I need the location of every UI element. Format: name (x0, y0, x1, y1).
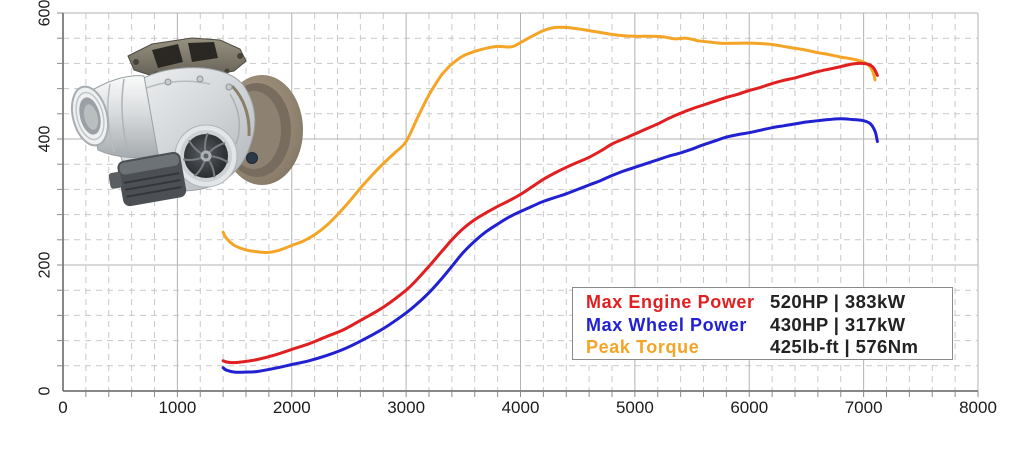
y-tick-label: 400 (37, 126, 54, 153)
axis-labels: 0 1000 2000 3000 4000 5000 6000 7000 8000 0 200 400… (37, 0, 997, 417)
wastegate-actuator (108, 151, 187, 207)
x-tick-label: 3000 (387, 398, 425, 417)
brand-badge (246, 152, 258, 164)
x-tick-label: 4000 (502, 398, 540, 417)
x-tick-label: 0 (58, 398, 67, 417)
curves (221, 25, 879, 374)
x-tick-label: 7000 (845, 398, 883, 417)
legend: Max Engine Power 520HP | 383kW Max Wheel… (572, 287, 953, 360)
legend-row-wheel-power: Max Wheel Power 430HP | 317kW (586, 314, 952, 337)
x-tick-label: 5000 (616, 398, 654, 417)
legend-value-wheel-power: 430HP | 317kW (770, 313, 906, 335)
legend-value-engine-power: 520HP | 383kW (770, 291, 906, 312)
legend-row-peak-torque: Peak Torque 425lb-ft | 576Nm (586, 336, 952, 359)
turbo-product-image (64, 24, 304, 214)
curve-peak-torque (221, 25, 877, 254)
curve-max-wheel-power (221, 117, 879, 374)
curve-max-engine-power (221, 61, 879, 365)
x-tick-label: 6000 (730, 398, 768, 417)
legend-row-engine-power: Max Engine Power 520HP | 383kW (586, 291, 952, 314)
x-tick-label: 2000 (273, 398, 311, 417)
grid-major (63, 12, 979, 391)
y-tick-label: 200 (37, 252, 54, 279)
legend-label-peak-torque: Peak Torque (586, 337, 700, 357)
axis-ticks (57, 12, 979, 397)
legend-label-engine-power: Max Engine Power (586, 292, 755, 312)
x-tick-label: 1000 (158, 398, 196, 417)
compressor-inlet-pipe (70, 75, 159, 158)
compressor-wheel (174, 124, 238, 188)
turbocharger-illustration (70, 37, 303, 207)
legend-value-peak-torque: 425lb-ft | 576Nm (770, 336, 919, 357)
y-tick-label: 0 (37, 386, 54, 395)
y-tick-label: 600 (37, 0, 54, 26)
x-tick-label: 8000 (959, 398, 997, 417)
legend-label-wheel-power: Max Wheel Power (586, 314, 748, 335)
